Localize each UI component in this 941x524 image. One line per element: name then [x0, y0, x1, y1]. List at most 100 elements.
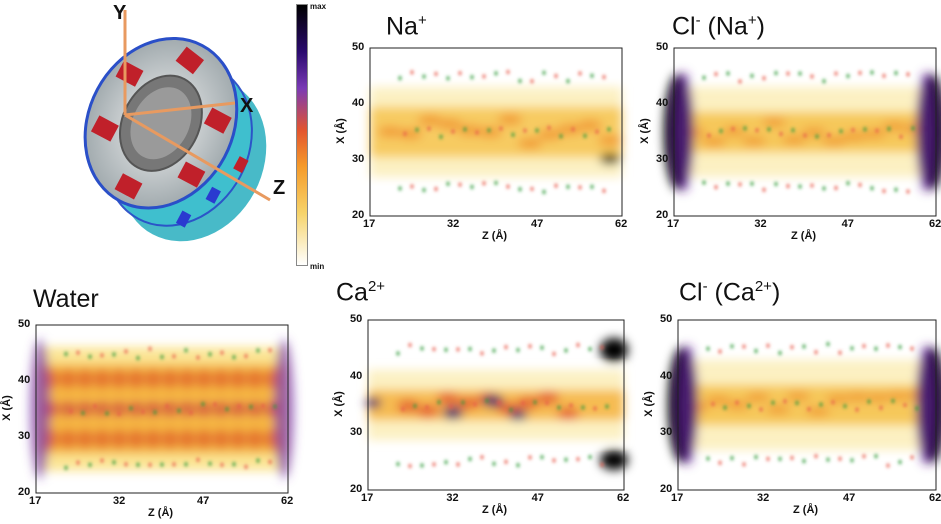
atom-marker: [899, 134, 903, 139]
atom-marker: [911, 126, 915, 131]
axis-y-label: Y: [113, 2, 127, 24]
x-tick-label: 32: [754, 218, 767, 230]
atom-marker: [882, 73, 886, 79]
atom-marker: [731, 126, 735, 132]
density-blob: [179, 401, 195, 417]
atom-marker: [766, 343, 770, 348]
atom-marker: [766, 456, 770, 462]
y-tick-label: 40: [18, 374, 31, 386]
atom-marker: [425, 405, 429, 410]
x-tick-label: 62: [929, 492, 941, 504]
heatmap-na: [369, 47, 623, 217]
density-blob: [196, 429, 212, 449]
atom-marker: [81, 410, 85, 416]
atom-marker: [767, 127, 771, 132]
density-blob: [230, 401, 246, 417]
density-blob: [782, 135, 806, 144]
atom-marker: [786, 183, 790, 189]
atom-marker: [588, 346, 592, 352]
atom-marker: [810, 183, 814, 188]
density-blob: [702, 137, 726, 146]
x-tick-label: 62: [615, 218, 628, 230]
atom-marker: [910, 455, 914, 460]
plot-frame: [367, 319, 625, 491]
atom-marker: [822, 186, 826, 191]
atom-marker: [894, 70, 898, 76]
atom-marker: [458, 182, 462, 187]
density-blob: [862, 129, 886, 138]
atom-marker: [136, 355, 140, 361]
y-tick-label: 20: [18, 486, 31, 498]
atom-marker: [778, 350, 782, 356]
atom-marker: [578, 185, 582, 190]
atom-marker: [600, 462, 604, 467]
y-tick-label: 30: [350, 426, 363, 439]
atom-marker: [504, 344, 508, 350]
panel-title-na: Na+: [386, 12, 427, 41]
atom-marker: [903, 402, 907, 408]
atom-marker: [834, 185, 838, 191]
y-tick-label: 50: [656, 41, 669, 53]
density-blob: [418, 115, 442, 126]
atom-marker: [795, 400, 799, 406]
y-tick-label: 20: [656, 209, 669, 221]
atom-marker: [723, 405, 727, 410]
atom-marker: [208, 461, 212, 466]
atom-marker: [875, 128, 879, 133]
atom-marker: [706, 346, 710, 351]
y-axis-label: X (Å): [638, 118, 651, 144]
atom-marker: [552, 351, 556, 357]
density-blob: [274, 339, 294, 479]
atom-marker: [834, 71, 838, 76]
atom-marker: [602, 74, 606, 80]
atom-marker: [906, 72, 910, 77]
y-tick-label: 20: [350, 483, 363, 495]
atom-marker: [898, 344, 902, 350]
colorbar-gradient: [296, 4, 308, 266]
atom-marker: [822, 78, 826, 84]
atom-marker: [846, 180, 850, 186]
density-blob: [247, 401, 263, 417]
atom-marker: [566, 184, 570, 190]
density-blob: [77, 429, 93, 449]
atom-marker: [554, 183, 558, 188]
density-blob: [30, 339, 50, 479]
heatmap-water: [30, 324, 294, 494]
density-blob: [866, 393, 890, 402]
density-blob: [230, 429, 246, 449]
atom-marker: [742, 344, 746, 349]
x-tick-label: 17: [29, 495, 42, 507]
atom-marker: [456, 462, 460, 467]
atom-marker: [244, 353, 248, 359]
atom-marker: [771, 400, 775, 405]
atom-marker: [838, 456, 842, 461]
x-tick-label: 62: [281, 495, 294, 507]
atom-marker: [867, 399, 871, 404]
atom-marker: [755, 128, 759, 133]
atom-marker: [225, 407, 229, 412]
density-blob: [77, 401, 93, 417]
atom-marker: [76, 460, 80, 465]
density-blob: [826, 394, 850, 403]
density-blob: [722, 127, 746, 136]
y-tick-label: 30: [660, 426, 673, 439]
atom-marker: [468, 346, 472, 352]
atom-marker: [124, 462, 128, 467]
y-tick-label: 50: [350, 313, 363, 325]
atom-marker: [401, 406, 405, 412]
density-blob: [916, 72, 936, 192]
atom-marker: [480, 351, 484, 356]
atom-marker: [726, 181, 730, 186]
density-blob: [94, 429, 110, 449]
axis-x-label: X: [240, 95, 254, 117]
atom-marker: [475, 130, 479, 135]
atom-marker: [88, 354, 92, 359]
atom-marker: [403, 131, 407, 136]
atom-marker: [165, 404, 169, 409]
density-blob: [578, 120, 602, 131]
atom-marker: [485, 398, 489, 403]
density-blob: [726, 401, 750, 410]
density-blob: [111, 429, 127, 449]
atom-marker: [112, 460, 116, 465]
atom-marker: [398, 186, 402, 191]
